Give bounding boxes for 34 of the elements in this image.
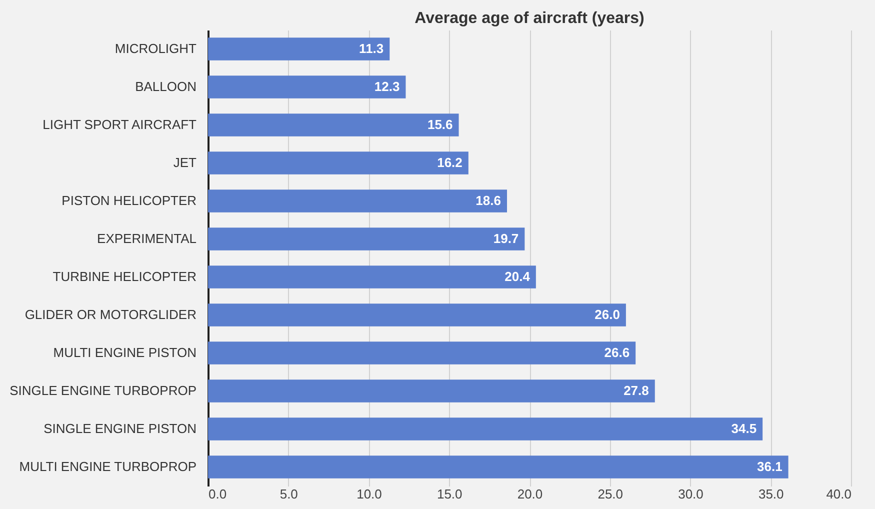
data-label: 20.4 — [504, 269, 531, 284]
x-tick-label: 20.0 — [517, 486, 543, 502]
data-label: 26.0 — [594, 307, 620, 322]
data-label: 15.6 — [427, 117, 453, 132]
y-tick-label: MULTI ENGINE PISTON — [53, 345, 196, 360]
y-tick-label: TURBINE HELICOPTER — [52, 269, 196, 284]
chart-title: Average age of aircraft (years) — [414, 10, 644, 27]
y-tick-label: MICROLIGHT — [114, 41, 197, 56]
y-tick-label: GLIDER OR MOTORGLIDER — [24, 307, 196, 322]
data-label: 16.2 — [437, 155, 462, 170]
y-tick-label: JET — [173, 155, 197, 170]
y-tick-label: PISTON HELICOPTER — [62, 193, 196, 208]
x-tick-label: 0.0 — [208, 486, 227, 502]
y-tick-label: EXPERIMENTAL — [97, 231, 196, 246]
x-tick-label: 30.0 — [678, 486, 704, 502]
data-label: 26.6 — [604, 345, 630, 360]
data-label: 19.7 — [493, 231, 519, 246]
y-tick-label: SINGLE ENGINE PISTON — [44, 421, 196, 436]
x-tick-label: 35.0 — [758, 486, 784, 502]
x-tick-label: 5.0 — [280, 486, 298, 502]
data-label: 36.1 — [756, 459, 782, 474]
data-label: 27.8 — [624, 383, 649, 398]
y-tick-label: MULTI ENGINE TURBOPROP — [19, 459, 196, 474]
x-tick-label: 25.0 — [598, 486, 624, 502]
y-tick-label: LIGHT SPORT AIRCRAFT — [42, 117, 197, 132]
data-label: 11.3 — [359, 41, 384, 56]
data-label: 34.5 — [731, 421, 757, 436]
x-tick-label: 10.0 — [356, 486, 382, 502]
data-label: 18.6 — [476, 193, 501, 208]
data-label: 12.3 — [374, 79, 400, 94]
y-tick-label: BALLOON — [135, 79, 196, 94]
x-tick-label: 40.0 — [826, 486, 852, 502]
x-tick-label: 15.0 — [436, 486, 462, 502]
y-tick-label: SINGLE ENGINE TURBOPROP — [10, 383, 196, 398]
